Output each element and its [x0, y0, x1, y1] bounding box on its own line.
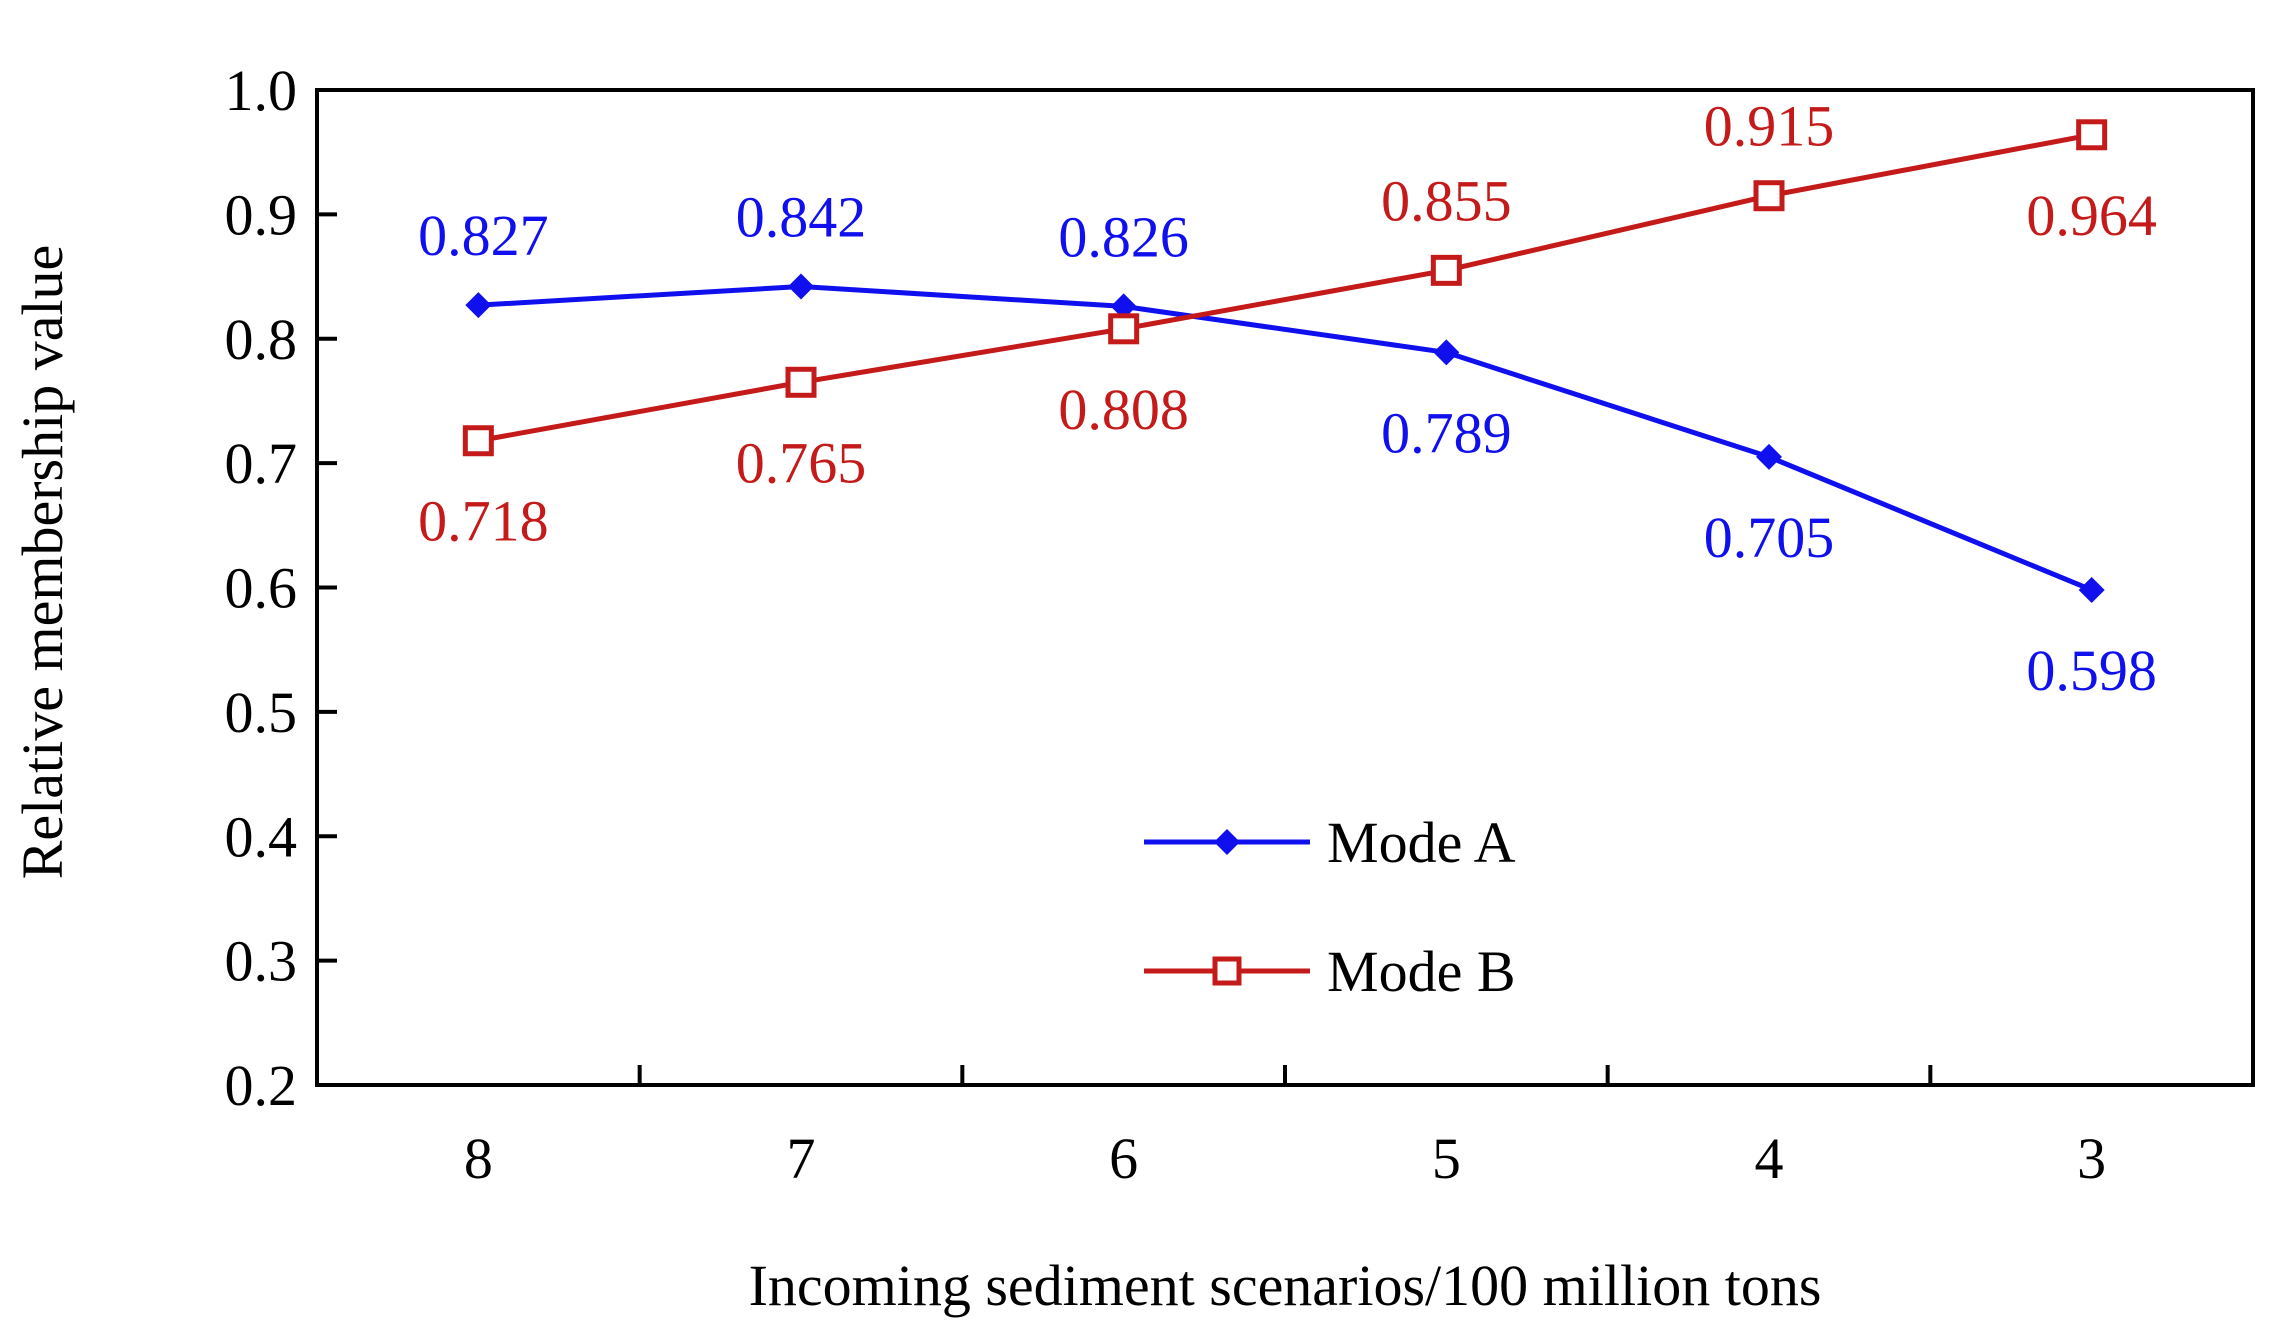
data-label: 0.964	[2026, 183, 2157, 248]
data-label: 0.842	[736, 185, 867, 250]
x-tick-label: 7	[787, 1126, 816, 1191]
x-tick-label: 4	[1755, 1126, 1784, 1191]
data-point	[462, 425, 494, 457]
data-point	[1110, 293, 1137, 320]
data-labels: 0.827 0.842 0.826 0.789 0.705 0.598 0.718 0.765…	[418, 94, 2157, 703]
x-tick-label: 6	[1109, 1126, 1138, 1191]
y-tick-label: 0.8	[225, 307, 298, 372]
legend-marker-mode-b	[1212, 956, 1242, 986]
data-label: 0.808	[1058, 377, 1189, 442]
legend-item-mode-a: Mode A	[1144, 810, 1516, 875]
data-point	[1430, 254, 1462, 286]
series-line	[477, 132, 2093, 444]
y-axis-title: Relative membership value	[10, 245, 75, 880]
data-label: 0.827	[418, 203, 549, 268]
data-point	[2076, 119, 2108, 151]
data-label: 0.915	[1704, 94, 1835, 159]
data-point	[465, 292, 492, 319]
series-mode-b	[462, 119, 2108, 457]
y-tick-label: 0.9	[225, 182, 298, 247]
series-mode-a	[465, 273, 2105, 603]
y-axis-tick-labels: 0.2 0.3 0.4 0.5 0.6 0.7 0.8 0.9 1.0	[225, 58, 298, 1118]
legend-item-mode-b: Mode B	[1144, 939, 1516, 1004]
data-point	[2078, 576, 2105, 603]
y-tick-label: 0.3	[225, 929, 298, 994]
data-point	[1433, 339, 1460, 366]
data-point	[1753, 180, 1785, 212]
data-label: 0.826	[1058, 204, 1189, 269]
y-tick-label: 0.2	[225, 1053, 298, 1118]
x-axis-tick-labels: 8 7 6 5 4 3	[464, 1126, 2106, 1191]
data-label: 0.598	[2026, 638, 2157, 703]
data-point	[788, 273, 814, 300]
series-layer	[462, 119, 2108, 603]
series-line	[478, 284, 2093, 593]
y-tick-label: 0.5	[225, 680, 298, 745]
y-tick-label: 0.6	[225, 556, 298, 621]
x-tick-label: 8	[464, 1126, 493, 1191]
data-label: 0.789	[1381, 400, 1512, 465]
legend: Mode A Mode B	[1144, 810, 1516, 1004]
y-tick-label: 0.4	[225, 804, 298, 869]
legend-label-mode-b: Mode B	[1327, 939, 1516, 1004]
data-label: 0.855	[1381, 168, 1512, 233]
x-tick-label: 3	[2077, 1126, 2106, 1191]
y-tick-label: 0.7	[225, 431, 298, 496]
legend-label-mode-a: Mode A	[1327, 810, 1516, 875]
data-label: 0.718	[418, 489, 549, 554]
data-point	[1756, 443, 1782, 470]
legend-marker-mode-a	[1214, 829, 1240, 855]
x-tick-label: 5	[1432, 1126, 1461, 1191]
plot-area-frame	[315, 88, 2255, 1087]
y-tick-label: 1.0	[225, 58, 298, 123]
data-point	[785, 366, 817, 398]
data-point	[1108, 313, 1140, 345]
data-label: 0.765	[736, 430, 867, 495]
data-label: 0.705	[1704, 505, 1835, 570]
x-axis-title: Incoming sediment scenarios/100 million …	[749, 1253, 1822, 1318]
x-axis-ticks	[637, 1065, 1933, 1085]
